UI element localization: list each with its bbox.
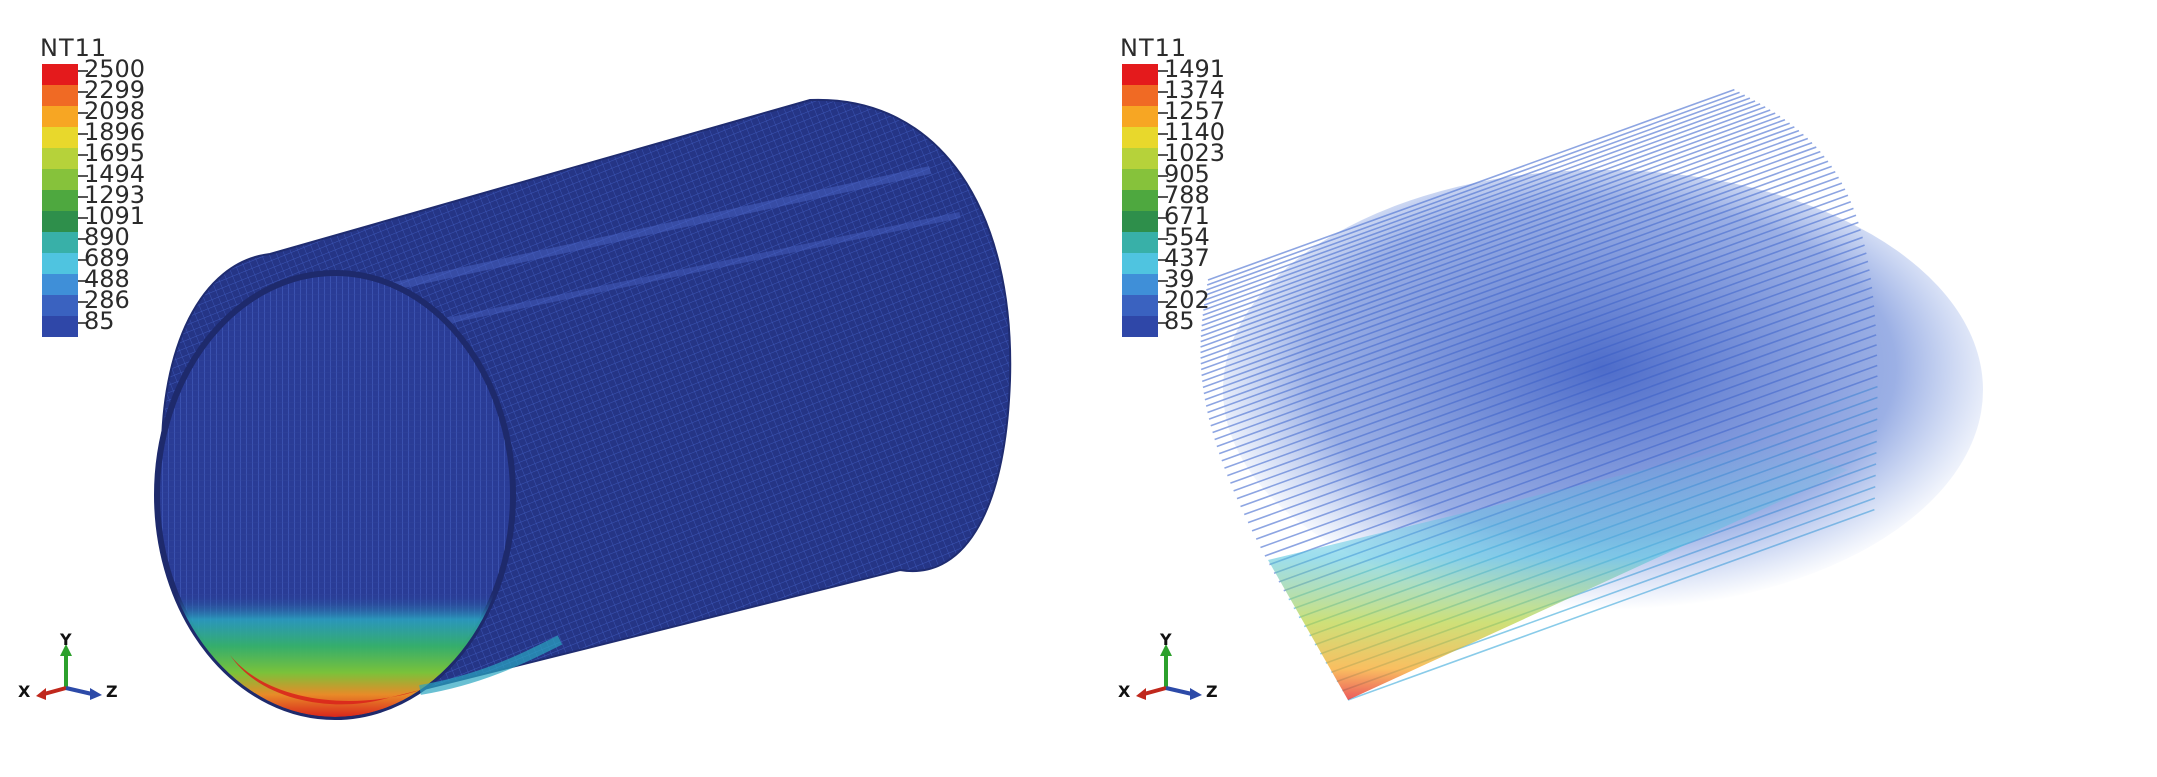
heat-zone (1268, 440, 1848, 700)
fiber-strands-render (1200, 88, 1983, 701)
cylinder-mesh-render (154, 98, 1012, 720)
color-scale-bar (42, 64, 88, 337)
legend-value: 905 (1164, 160, 1210, 188)
legend-swatch (42, 169, 78, 190)
legend-tick (78, 112, 88, 114)
legend-value: 2098 (84, 97, 146, 125)
legend-swatch (1122, 295, 1158, 316)
left-contour-view: NT11 2500 2299 2098 1896 1695 1494 1293 1091 890… (0, 0, 1078, 777)
legend-tick (1158, 91, 1168, 93)
legend-tick (78, 196, 88, 198)
legend-value: 788 (1164, 181, 1210, 209)
legend-tick (1158, 70, 1168, 72)
triad-x-label: X (1118, 682, 1131, 701)
legend-value: 488 (84, 265, 130, 293)
legend-tick (78, 238, 88, 240)
legend-value: 2500 (84, 55, 146, 83)
legend-tick (78, 91, 88, 93)
axis-triad: Y X Z (1114, 630, 1224, 710)
legend-swatch (1122, 211, 1158, 232)
legend-swatch (42, 316, 78, 337)
legend-swatch (1122, 64, 1158, 85)
axis-triad: Y X Z (14, 630, 124, 710)
legend-tick (78, 154, 88, 156)
legend-value: 1491 (1164, 55, 1226, 83)
triad-y-label: Y (1160, 630, 1172, 649)
legend-value: 85 (1164, 307, 1195, 335)
legend-value: 39 (1164, 265, 1195, 293)
triad-x-label: X (18, 682, 31, 701)
legend-swatch (1122, 274, 1158, 295)
legend-swatch (42, 85, 78, 106)
legend-swatch (1122, 232, 1158, 253)
legend-value: 1896 (84, 118, 146, 146)
legend-value: 689 (84, 244, 130, 272)
legend-tick (1158, 217, 1168, 219)
legend-swatch (1122, 316, 1158, 337)
legend-swatch (1122, 85, 1158, 106)
legend-title: NT11 (40, 34, 108, 62)
legend-swatch (1122, 148, 1158, 169)
legend-tick (1158, 259, 1168, 261)
legend-tick (1158, 133, 1168, 135)
triad-y-label: Y (60, 630, 72, 649)
legend-swatch (42, 148, 78, 169)
axis-triad-icon (36, 644, 102, 700)
legend-swatch (42, 295, 78, 316)
legend-swatch (42, 190, 78, 211)
legend-title: NT11 (1120, 34, 1188, 62)
legend-swatch (1122, 106, 1158, 127)
legend-tick (1158, 154, 1168, 156)
legend-tick (1158, 175, 1168, 177)
legend-tick (78, 133, 88, 135)
legend-value: 202 (1164, 286, 1210, 314)
legend-value: 85 (84, 307, 115, 335)
axis-triad-icon (1136, 644, 1202, 700)
legend-value: 1140 (1164, 118, 1226, 146)
legend-tick (78, 175, 88, 177)
legend-swatch (42, 106, 78, 127)
legend-swatch (42, 253, 78, 274)
legend-tick (78, 259, 88, 261)
legend-value: 1494 (84, 160, 146, 188)
legend-value: 286 (84, 286, 130, 314)
legend-tick (78, 280, 88, 282)
legend-tick (1158, 196, 1168, 198)
legend-tick (1158, 301, 1168, 303)
legend-value: 1091 (84, 202, 146, 230)
legend-tick (1158, 112, 1168, 114)
legend-tick (1158, 322, 1168, 324)
legend-swatch (1122, 169, 1158, 190)
legend-value: 1695 (84, 139, 146, 167)
legend-tick (78, 322, 88, 324)
legend-swatch (42, 211, 78, 232)
legend-value: 1257 (1164, 97, 1226, 125)
legend-tick (78, 70, 88, 72)
color-scale-bar (1122, 64, 1168, 337)
fiber-bundle-core (1223, 170, 1983, 610)
legend-tick (1158, 280, 1168, 282)
legend-swatch (1122, 253, 1158, 274)
legend-swatch (42, 127, 78, 148)
legend-value: 2299 (84, 76, 146, 104)
right-contour-view: NT11 1491 1374 1257 1140 1023 905 788 671 554 437… (1078, 0, 2157, 777)
legend-value: 1293 (84, 181, 146, 209)
legend-tick (1158, 238, 1168, 240)
legend-swatch (42, 274, 78, 295)
triad-z-label: Z (1206, 682, 1218, 701)
legend-swatch (1122, 190, 1158, 211)
legend-value: 1374 (1164, 76, 1226, 104)
legend-tick (78, 217, 88, 219)
legend-value: 437 (1164, 244, 1210, 272)
triad-z-label: Z (106, 682, 118, 701)
legend-value: 890 (84, 223, 130, 251)
legend-tick (78, 301, 88, 303)
legend-swatch (1122, 127, 1158, 148)
legend-value: 671 (1164, 202, 1210, 230)
legend-swatch (42, 64, 78, 85)
legend-value: 1023 (1164, 139, 1226, 167)
legend-value: 554 (1164, 223, 1210, 251)
legend-swatch (42, 232, 78, 253)
